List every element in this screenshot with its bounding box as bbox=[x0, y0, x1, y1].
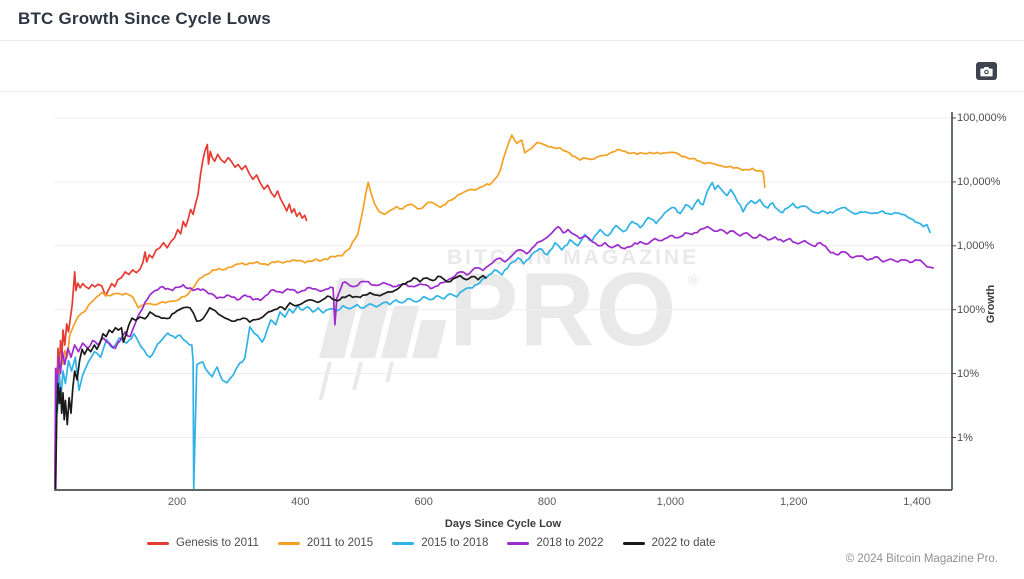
series-line-2015-to-2018[interactable] bbox=[54, 181, 931, 491]
x-tick-label-800: 800 bbox=[537, 496, 557, 508]
legend-swatch-icon bbox=[392, 541, 415, 545]
series-line-genesis-to-2011[interactable] bbox=[54, 143, 308, 484]
header-divider bbox=[0, 40, 1024, 41]
y-tick-label-100,000%: 100,000% bbox=[957, 112, 1007, 124]
legend-label: 2022 to date bbox=[651, 537, 716, 549]
legend-swatch-icon bbox=[147, 541, 169, 545]
series-line-2011-to-2015[interactable] bbox=[54, 134, 766, 491]
x-tick-label-400: 400 bbox=[291, 496, 310, 508]
series-line-2022-to-date[interactable] bbox=[54, 274, 487, 491]
y-tick-label-10,000%: 10,000% bbox=[957, 175, 1001, 188]
legend-item-genesis-to-2011[interactable]: Genesis to 2011 bbox=[147, 537, 259, 549]
chart-legend: Genesis to 2011 2011 to 2015 2015 to 2018 2… bbox=[147, 537, 715, 549]
screenshot-button[interactable] bbox=[976, 62, 997, 80]
legend-label: 2018 to 2022 bbox=[536, 537, 604, 549]
x-tick-label-600: 600 bbox=[414, 496, 433, 508]
x-tick-label-1,000: 1,000 bbox=[656, 496, 685, 508]
y-tick-label-1%: 1% bbox=[957, 431, 973, 444]
x-tick-label-1,400: 1,400 bbox=[903, 496, 931, 508]
legend-item-2018-to-2022[interactable]: 2018 to 2022 bbox=[507, 537, 604, 549]
copyright-text: © 2024 Bitcoin Magazine Pro. bbox=[845, 553, 998, 565]
camera-icon bbox=[980, 66, 993, 76]
series-line-2018-to-2022[interactable] bbox=[54, 225, 934, 491]
x-tick-label-1,200: 1,200 bbox=[779, 496, 808, 508]
legend-swatch-icon bbox=[277, 541, 300, 545]
legend-label: Genesis to 2011 bbox=[176, 537, 259, 549]
legend-label: 2015 to 2018 bbox=[421, 537, 489, 549]
legend-item-2015-to-2018[interactable]: 2015 to 2018 bbox=[392, 537, 488, 549]
x-tick-label-200: 200 bbox=[167, 496, 187, 508]
legend-swatch-icon bbox=[507, 541, 530, 545]
legend-label: 2011 to 2015 bbox=[306, 537, 374, 549]
legend-item-2022-to-date[interactable]: 2022 to date bbox=[622, 537, 716, 549]
y-axis-title: Growth bbox=[985, 284, 997, 324]
y-tick-label-10%: 10% bbox=[957, 367, 980, 380]
y-tick-label-100%: 100% bbox=[957, 303, 986, 316]
x-axis-title: Days Since Cycle Low bbox=[444, 518, 562, 530]
legend-item-2011-to-2015[interactable]: 2011 to 2015 bbox=[277, 537, 374, 549]
toolbar-divider bbox=[0, 91, 1024, 92]
legend-swatch-icon bbox=[622, 541, 645, 545]
page-title: BTC Growth Since Cycle Lows bbox=[18, 9, 271, 28]
y-tick-label-1,000%: 1,000% bbox=[957, 239, 995, 252]
